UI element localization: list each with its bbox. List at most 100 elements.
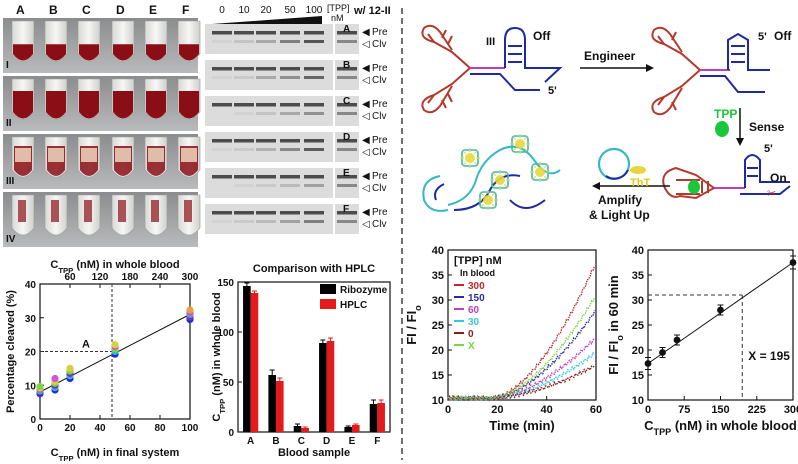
open-triangle-icon: ◁ bbox=[362, 75, 370, 86]
y-tick-label: 40 bbox=[432, 245, 444, 257]
x-tick-label: 150 bbox=[711, 404, 729, 416]
tube-row-label: II bbox=[6, 118, 12, 129]
precursor-band bbox=[234, 211, 254, 215]
precursor-band bbox=[212, 175, 232, 179]
x-axis-label: CTPP (nM) in final system bbox=[51, 447, 180, 463]
glow-ray-icon bbox=[491, 192, 496, 197]
y-tick-label: 50 bbox=[223, 378, 235, 389]
tht-glow-icon bbox=[495, 175, 505, 185]
top-axis-label: CTPP (nM) in whole blood bbox=[50, 259, 179, 275]
x-tick-label: 80 bbox=[154, 423, 166, 434]
data-point bbox=[673, 336, 681, 344]
plasma-layer bbox=[148, 148, 164, 162]
precursor-band bbox=[234, 67, 254, 71]
gel-band-label-pre: Pre bbox=[372, 135, 388, 146]
off-label-2: Off bbox=[774, 29, 792, 43]
precursor-band bbox=[304, 67, 324, 71]
legend-label: 300 bbox=[468, 281, 485, 292]
cleaved-band bbox=[212, 220, 232, 223]
filled-triangle-icon: ◀ bbox=[362, 27, 370, 38]
bar bbox=[344, 427, 352, 432]
cleaved-band bbox=[234, 40, 254, 43]
y-tick-label: 30 bbox=[25, 314, 37, 325]
precursor-band bbox=[212, 211, 232, 215]
legend-label: HPLC bbox=[340, 300, 367, 311]
cleaved-band bbox=[256, 148, 276, 151]
y-tick-label: 35 bbox=[632, 270, 644, 282]
precursor-band bbox=[304, 139, 324, 143]
x-tick-label: 100 bbox=[182, 423, 199, 434]
cleaved-band bbox=[212, 148, 232, 151]
y-tick-label: 30 bbox=[632, 295, 644, 307]
glow-ray-icon bbox=[492, 183, 497, 188]
blood-sample bbox=[179, 44, 199, 61]
fluorescent-complex-icons bbox=[460, 134, 550, 210]
glow-ray-icon bbox=[473, 150, 478, 155]
gel-image bbox=[205, 204, 333, 234]
cleaved-band bbox=[280, 76, 300, 79]
cleaved-band bbox=[234, 184, 254, 187]
cleaved-band bbox=[304, 148, 324, 151]
tpp-label: TPP bbox=[714, 107, 737, 121]
precursor-band bbox=[212, 139, 232, 143]
off-label: Off bbox=[533, 29, 551, 43]
tube-column-label: B bbox=[49, 3, 58, 17]
precursor-band bbox=[304, 175, 324, 179]
tube-row-label: III bbox=[6, 176, 15, 187]
glow-ray-icon bbox=[512, 147, 517, 152]
sense-arrowhead bbox=[736, 138, 744, 146]
bar bbox=[293, 426, 302, 432]
x-tick-label: B bbox=[272, 436, 279, 447]
blood-streak bbox=[118, 200, 126, 222]
gel-control-lane bbox=[335, 132, 359, 162]
precursor-band bbox=[234, 103, 254, 107]
y-axis-label: Percentage cleaved (%) bbox=[5, 290, 17, 413]
gel-image bbox=[205, 24, 333, 54]
tpp-molecule-icon bbox=[715, 121, 729, 137]
ribozyme-off-structure bbox=[421, 24, 563, 114]
blood-sample bbox=[113, 44, 133, 61]
kinetic-trace bbox=[447, 365, 595, 402]
y-tick-label: 0 bbox=[30, 415, 36, 426]
gel-control-lane bbox=[335, 96, 359, 126]
gel-band-label-pre: Pre bbox=[372, 99, 388, 110]
top-x-tick-label: 180 bbox=[122, 272, 139, 283]
blood-sample bbox=[113, 91, 133, 119]
tht-glow-icon bbox=[535, 167, 545, 177]
glow-ray-icon bbox=[462, 161, 467, 166]
cleaved-band bbox=[304, 76, 324, 79]
cleaved-band bbox=[337, 112, 357, 115]
precursor-band bbox=[337, 211, 357, 215]
gel-band-label-clv: Clv bbox=[372, 147, 386, 158]
y-tick-label: 25 bbox=[432, 320, 444, 332]
legend-label: 150 bbox=[468, 293, 485, 304]
gel-band-label-clv: Clv bbox=[372, 111, 386, 122]
glow-ray-icon bbox=[492, 172, 497, 177]
plasma-layer bbox=[15, 148, 31, 162]
gel-band-label-clv: Clv bbox=[372, 75, 386, 86]
stem-label: III bbox=[486, 36, 495, 48]
gel-lane-label: C bbox=[343, 96, 350, 107]
x-tick-label: 60 bbox=[124, 423, 136, 434]
precursor-band bbox=[304, 31, 324, 35]
cleaved-band bbox=[337, 220, 357, 223]
tube-column-label: F bbox=[182, 3, 189, 17]
gel-lane-label: B bbox=[343, 60, 350, 71]
legend-label: Ribozyme bbox=[340, 285, 388, 296]
legend-label: 0 bbox=[468, 329, 474, 340]
y-tick-label: 100 bbox=[217, 328, 234, 339]
blood-streak bbox=[18, 200, 26, 222]
legend-label: 30 bbox=[468, 317, 480, 328]
gel-conc-label: 0 bbox=[219, 5, 225, 16]
bar bbox=[250, 293, 259, 432]
x-tick-label: 0 bbox=[445, 404, 451, 416]
blood-sample bbox=[146, 91, 166, 119]
cleaved-band bbox=[234, 148, 254, 151]
kinetic-trace bbox=[447, 297, 596, 402]
filled-triangle-icon: ◀ bbox=[362, 207, 370, 218]
glow-ray-icon bbox=[523, 136, 528, 141]
y-tick-label: 40 bbox=[25, 280, 37, 291]
data-point bbox=[36, 383, 44, 391]
precursor-band bbox=[337, 175, 357, 179]
tht-molecule-icon bbox=[630, 166, 646, 174]
